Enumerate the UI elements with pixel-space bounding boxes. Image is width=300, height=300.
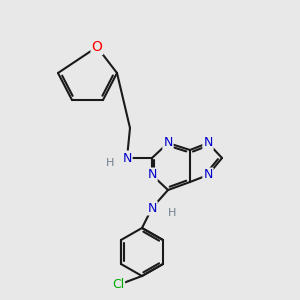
Text: H: H	[106, 158, 114, 168]
Text: N: N	[203, 136, 213, 149]
Text: N: N	[203, 169, 213, 182]
Text: N: N	[147, 169, 157, 182]
Text: Cl: Cl	[112, 278, 124, 292]
Text: N: N	[147, 202, 157, 214]
Text: O: O	[92, 40, 102, 54]
Text: N: N	[163, 136, 173, 149]
Text: N: N	[122, 152, 132, 164]
Text: H: H	[168, 208, 176, 218]
